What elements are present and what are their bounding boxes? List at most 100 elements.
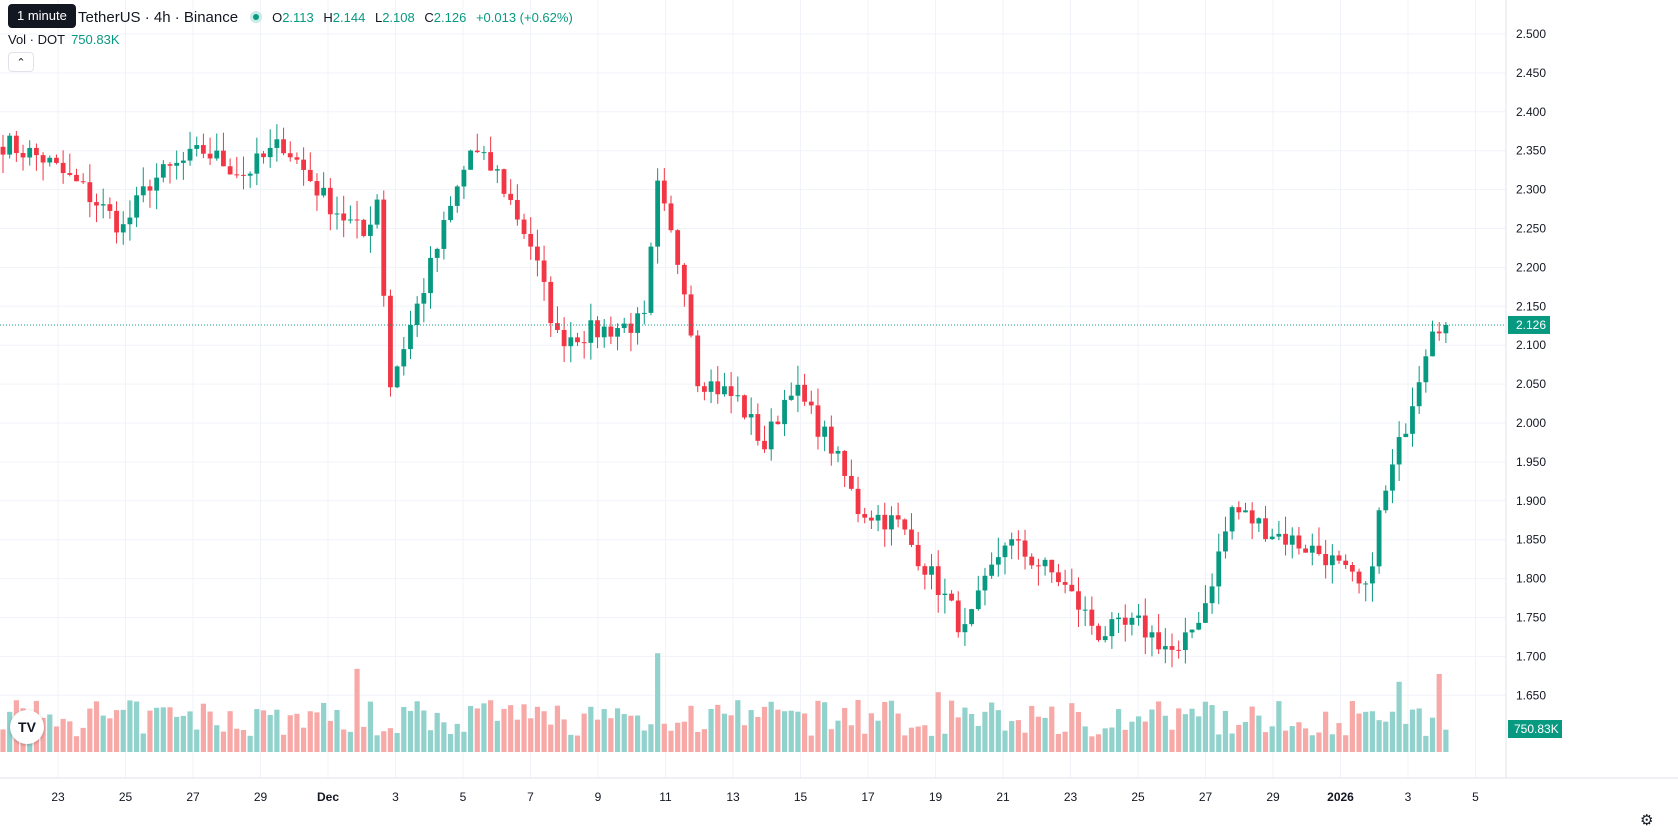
candle-body bbox=[7, 135, 13, 155]
candle-body bbox=[548, 281, 554, 324]
volume-bar bbox=[1202, 701, 1208, 752]
volume-bar bbox=[574, 735, 581, 752]
candle-body bbox=[555, 323, 560, 330]
candle-body bbox=[67, 173, 73, 175]
candle-body bbox=[1316, 545, 1322, 554]
volume-bar bbox=[922, 725, 928, 752]
candle-body bbox=[241, 174, 246, 176]
candle-body bbox=[1029, 556, 1035, 566]
symbol-title[interactable]: TetherUS · 4h · Binance bbox=[78, 8, 239, 26]
price-tick-label: 1.850 bbox=[1516, 533, 1546, 547]
volume-bar bbox=[227, 711, 233, 752]
volume-bar bbox=[1189, 708, 1195, 752]
candle-body bbox=[321, 187, 327, 196]
candle-body bbox=[154, 177, 160, 191]
volume-bar bbox=[401, 706, 407, 752]
volume-bar bbox=[387, 728, 394, 752]
volume-bar bbox=[240, 730, 247, 752]
candle-body bbox=[588, 320, 594, 343]
candle-body bbox=[768, 421, 774, 450]
market-status-icon[interactable] bbox=[250, 11, 263, 23]
candle-body bbox=[1396, 437, 1402, 465]
candle-body bbox=[995, 557, 1001, 565]
volume-bar bbox=[908, 727, 915, 752]
candle-body bbox=[782, 399, 787, 425]
candle-body bbox=[895, 515, 901, 520]
candle-body bbox=[1263, 518, 1268, 540]
candle-body bbox=[1136, 615, 1141, 618]
candle-body bbox=[595, 320, 600, 338]
candle-body bbox=[94, 202, 99, 206]
volume-bar bbox=[474, 708, 480, 752]
time-tick-label: 19 bbox=[929, 790, 943, 804]
candle-body bbox=[1076, 591, 1081, 610]
price-tick-label: 2.250 bbox=[1516, 222, 1546, 236]
candle-body bbox=[568, 337, 574, 347]
candle-body bbox=[648, 246, 654, 313]
volume-bar bbox=[655, 653, 661, 752]
candle-body bbox=[675, 230, 681, 265]
volume-bar bbox=[1229, 733, 1235, 752]
gear-icon[interactable]: ⚙ bbox=[1640, 812, 1654, 829]
volume-bar bbox=[1075, 712, 1082, 752]
volume-bar bbox=[354, 668, 360, 752]
time-tick-label: 21 bbox=[996, 790, 1010, 804]
volume-value: 750.83K bbox=[71, 32, 120, 47]
time-tick-label: 3 bbox=[1405, 790, 1412, 804]
volume-bar bbox=[882, 701, 888, 752]
candle-body bbox=[1042, 559, 1048, 567]
volume-bar bbox=[481, 703, 487, 752]
candle-body bbox=[34, 147, 39, 156]
time-tick-label: 23 bbox=[51, 790, 65, 804]
volume-bar bbox=[982, 711, 988, 752]
candle-body bbox=[1022, 540, 1028, 557]
price-tick-label: 2.350 bbox=[1516, 144, 1546, 158]
volume-bar bbox=[147, 710, 153, 752]
volume-bar bbox=[321, 702, 327, 752]
volume-bar bbox=[661, 723, 667, 752]
candle-body bbox=[1116, 617, 1121, 620]
candle-body bbox=[1176, 649, 1182, 651]
volume-bar bbox=[1343, 735, 1349, 752]
ohlc-readout: O2.113 H2.144 L2.108 C2.126 +0.013 (+0.6… bbox=[272, 10, 573, 25]
tradingview-logo[interactable]: TV bbox=[10, 710, 44, 744]
volume-bar bbox=[855, 700, 861, 752]
price-tick-label: 1.700 bbox=[1516, 649, 1546, 663]
volume-bar bbox=[447, 733, 454, 752]
candle-body bbox=[608, 326, 614, 337]
volume-bar bbox=[267, 714, 273, 752]
candle-body bbox=[1430, 331, 1435, 357]
time-tick-label: 2026 bbox=[1327, 790, 1354, 804]
candle-body bbox=[120, 224, 126, 233]
candle-body bbox=[1196, 622, 1202, 630]
time-tick-label: Dec bbox=[317, 790, 339, 804]
time-tick-label: 3 bbox=[392, 790, 399, 804]
volume-bar bbox=[888, 700, 895, 752]
volume-bar bbox=[1069, 703, 1075, 752]
interval-tooltip: 1 minute bbox=[8, 4, 76, 28]
time-tick-label: 23 bbox=[1064, 790, 1078, 804]
volume-bar bbox=[842, 707, 848, 752]
volume-bar bbox=[1209, 705, 1215, 752]
candle-body bbox=[1403, 433, 1409, 438]
candle-body bbox=[1015, 539, 1021, 541]
volume-bar bbox=[294, 713, 300, 752]
candle-body bbox=[969, 609, 974, 625]
volume-bar bbox=[113, 710, 120, 752]
candle-body bbox=[728, 386, 734, 397]
candle-body bbox=[267, 147, 273, 158]
volume-bar bbox=[755, 716, 761, 752]
candle-body bbox=[1122, 617, 1128, 625]
volume-bar bbox=[701, 729, 707, 752]
candle-body bbox=[688, 294, 694, 336]
candle-body bbox=[1303, 548, 1308, 553]
candle-body bbox=[628, 323, 634, 333]
candle-body bbox=[1102, 636, 1108, 641]
collapse-legend-button[interactable]: ⌃ bbox=[8, 52, 34, 72]
volume-bar bbox=[1162, 715, 1168, 752]
volume-bar bbox=[761, 706, 768, 752]
volume-legend[interactable]: Vol · DOT 750.83K bbox=[8, 32, 120, 47]
candle-body bbox=[0, 146, 6, 155]
time-tick-label: 11 bbox=[659, 790, 672, 804]
